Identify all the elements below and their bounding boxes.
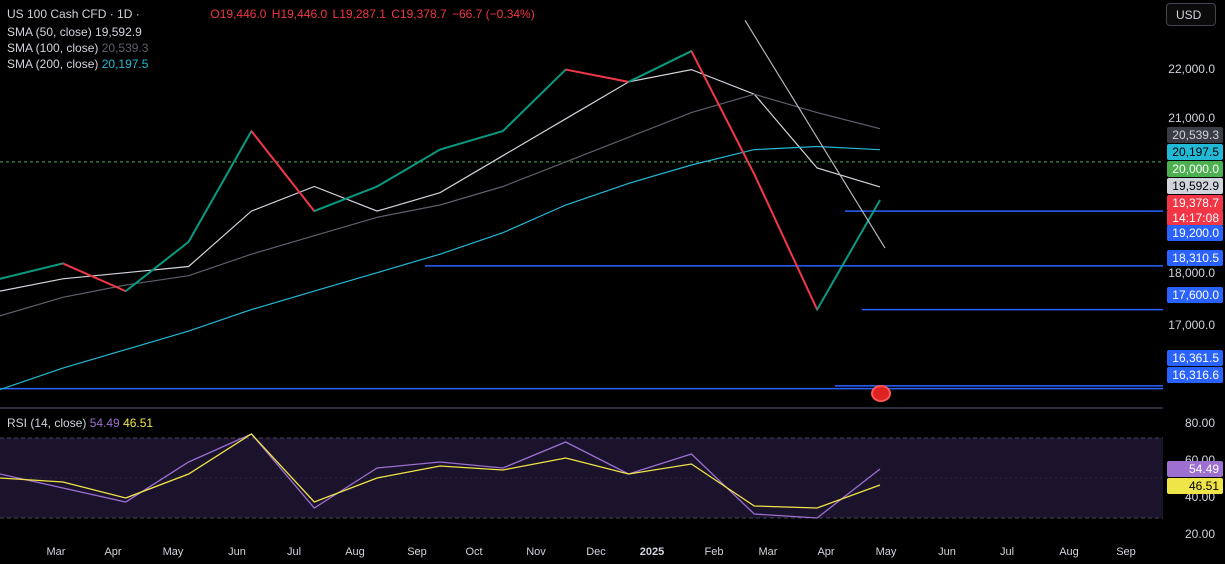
ohlc-low: L19,287.1 <box>332 7 386 21</box>
up-segment <box>439 130 504 151</box>
price-line <box>0 50 881 312</box>
time-axis-label: Jul <box>999 546 1015 558</box>
up-segment <box>0 262 64 280</box>
sma50-legend[interactable]: SMA (50, close) 19,592.9 <box>7 24 142 40</box>
sma50-label: SMA (50, close) <box>7 25 92 39</box>
price-axis-label: 18,000.0 <box>1168 266 1215 280</box>
up-segment <box>376 148 441 188</box>
last-price-tag: 19,378.7 <box>1167 195 1223 211</box>
time-axis-label: Apr <box>817 546 835 558</box>
level-16361-tag: 16,361.5 <box>1167 350 1223 366</box>
rsi-value-tag: 54.49 <box>1167 461 1223 477</box>
symbol-title[interactable]: US 100 Cash CFD · 1D · <box>7 7 140 21</box>
time-axis-label: Sep <box>1116 546 1136 558</box>
sma200-value: 20,197.5 <box>101 57 149 71</box>
time-axis-label: Mar <box>758 546 778 558</box>
price-axis-label: 22,000.0 <box>1168 62 1215 76</box>
up-segment <box>628 50 692 83</box>
up-segment <box>502 68 567 132</box>
level-18310-tag: 18,310.5 <box>1167 250 1223 266</box>
down-segment <box>690 50 756 175</box>
time-axis-label: Nov <box>526 546 546 558</box>
down-segment <box>62 262 127 293</box>
rsi-ma-value: 46.51 <box>123 416 154 430</box>
sma100-value: 20,539.3 <box>101 41 149 55</box>
time-axis-label: Jun <box>938 546 956 558</box>
pane-divider[interactable] <box>0 407 1163 409</box>
rsi-axis-label: 80.00 <box>1184 416 1215 430</box>
time-axis-label: Feb <box>704 546 724 558</box>
price-axis-label: 17,000.0 <box>1168 318 1215 332</box>
level-17600-tag: 17,600.0 <box>1167 287 1223 303</box>
sma200-line <box>0 145 881 391</box>
down-segment <box>565 68 629 83</box>
economic-event-flag-icon[interactable] <box>871 385 891 402</box>
rsi-line <box>0 433 881 519</box>
up-segment <box>816 199 881 311</box>
sma200-price-tag: 20,197.5 <box>1167 144 1223 160</box>
time-axis-label: Aug <box>1059 546 1079 558</box>
sma50-value: 19,592.9 <box>95 25 142 39</box>
ohlc-change: −66.7 (−0.34%) <box>451 7 535 21</box>
price-axis-label: 21,000.0 <box>1168 111 1215 125</box>
sma200-legend[interactable]: SMA (200, close) 20,197.5 <box>7 56 148 72</box>
time-axis-label: 2025 <box>639 546 665 558</box>
time-axis-label: May <box>162 546 184 558</box>
time-axis-label: Oct <box>465 546 483 558</box>
sma200-label: SMA (200, close) <box>7 57 99 71</box>
sma50-price-tag: 19,592.9 <box>1167 178 1223 194</box>
symbol-legend: US 100 Cash CFD · 1D · O19,446.0 H19,446… <box>7 6 537 22</box>
down-segment <box>250 130 316 212</box>
time-axis-label: Aug <box>345 546 365 558</box>
sma100-label: SMA (100, close) <box>7 41 99 55</box>
time-axis-label: Dec <box>586 546 606 558</box>
time-axis-label: Apr <box>104 546 122 558</box>
level-20000-tag: 20,000.0 <box>1167 161 1223 177</box>
level-19200-tag: 19,200.0 <box>1167 225 1223 241</box>
ohlc-high: H19,446.0 <box>271 7 328 21</box>
rsi-ma-line <box>0 433 881 509</box>
up-segment <box>313 185 378 213</box>
countdown-tag: 14:17:08 <box>1167 210 1223 226</box>
rsi-label: RSI (14, close) <box>7 416 87 430</box>
ohlc-close: C19,378.7 <box>391 7 447 21</box>
rsi-axis-label: 20.00 <box>1184 527 1215 541</box>
time-axis-label: Jul <box>286 546 302 558</box>
rsi-value: 54.49 <box>89 416 120 430</box>
time-axis-label: Jun <box>228 546 246 558</box>
up-segment <box>125 241 190 292</box>
rsi-legend[interactable]: RSI (14, close) 54.49 46.51 <box>7 415 153 431</box>
rsi-ma-value-tag: 46.51 <box>1167 478 1223 494</box>
time-axis-label: Mar <box>46 546 66 558</box>
sma100-legend[interactable]: SMA (100, close) 20,539.3 <box>7 40 148 56</box>
level-16316-tag: 16,316.6 <box>1167 367 1223 383</box>
sma50-line <box>0 68 881 292</box>
up-segment <box>187 130 253 243</box>
time-axis-label: Sep <box>407 546 427 558</box>
time-axis-label: May <box>875 546 897 558</box>
sma100-line <box>0 93 881 317</box>
ohlc-open: O19,446.0 <box>210 7 267 21</box>
trendline <box>744 19 886 249</box>
down-segment <box>753 173 819 311</box>
sma100-price-tag: 20,539.3 <box>1167 127 1223 143</box>
currency-button[interactable]: USD <box>1166 3 1216 26</box>
